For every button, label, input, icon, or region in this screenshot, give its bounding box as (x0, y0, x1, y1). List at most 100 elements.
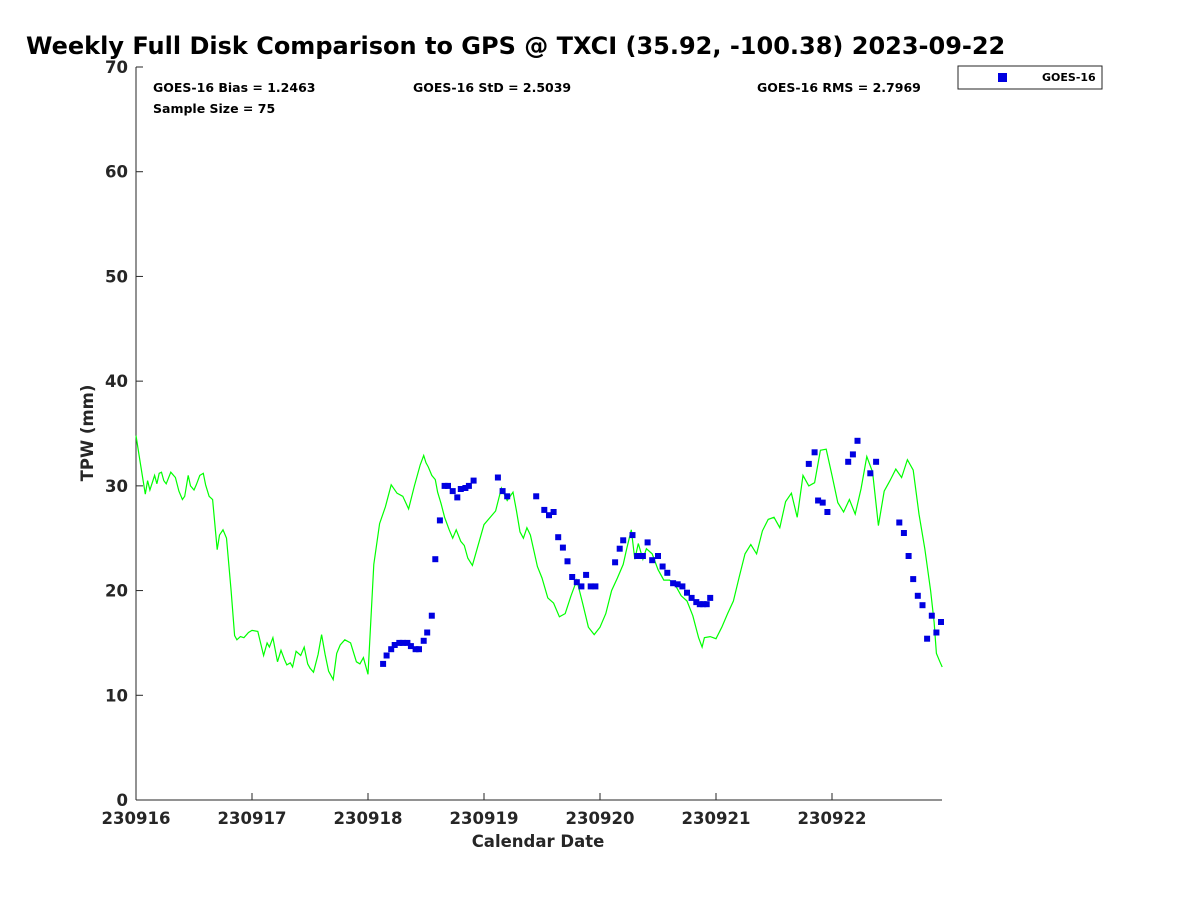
goes-16-point (616, 545, 623, 552)
y-tick-label: 50 (105, 267, 128, 286)
goes-16-point (564, 558, 571, 565)
goes-16-point (550, 509, 557, 515)
goes-16-point (533, 493, 540, 500)
goes-16-point (674, 581, 681, 588)
y-ticks: 0 10 20 30 40 50 60 70 (105, 58, 143, 810)
x-axis-label: Calendar Date (472, 832, 605, 851)
goes-16-point (416, 646, 422, 653)
x-tick-label: 230921 (682, 809, 751, 828)
goes-16-point (388, 646, 395, 653)
goes-16-point (707, 594, 714, 601)
goes-16-point (655, 553, 661, 559)
goes-16-point (815, 497, 822, 504)
goes-16-point (664, 569, 671, 576)
x-tick-label: 230917 (218, 809, 287, 828)
goes-16-point (578, 583, 585, 590)
goes-16-point (919, 602, 926, 609)
legend-label-goes-16: GOES-16 (1042, 71, 1096, 84)
goes-16-point (592, 583, 599, 590)
goes-16-point (504, 493, 511, 500)
goes-16-point (867, 470, 874, 477)
goes-16-point (432, 556, 439, 563)
sample-size-stat: Sample Size = 75 (153, 101, 275, 116)
x-tick-label: 230920 (566, 809, 635, 828)
goes-16-point (541, 506, 548, 513)
goes-16-point (900, 530, 907, 536)
goes-16-point (380, 660, 387, 667)
goes-16-point (659, 563, 666, 570)
goes-16-point (824, 509, 831, 515)
y-tick-label: 30 (105, 477, 128, 496)
y-tick-label: 40 (105, 372, 128, 391)
goes-16-point (933, 629, 940, 636)
goes-16-point (445, 482, 451, 489)
y-tick-label: 20 (105, 582, 128, 601)
goes-16-point (914, 592, 921, 599)
goes-16-point (396, 639, 403, 646)
x-tick-label: 230919 (450, 809, 519, 828)
goes-16-point (399, 639, 406, 646)
goes-16-point (688, 594, 695, 601)
goes-16-point (407, 643, 414, 650)
goes-16-point (412, 646, 419, 653)
goes-16-point (928, 612, 935, 619)
goes-16-point (703, 601, 710, 608)
goes-16-point (391, 642, 398, 648)
y-tick-label: 0 (117, 791, 128, 810)
x-tick-label: 230916 (102, 809, 171, 828)
goes-16-point (819, 499, 826, 506)
goes-16-point (559, 544, 566, 551)
goes-16-point (684, 589, 690, 596)
legend: GOES-16 (957, 65, 1103, 90)
goes-16-point (670, 580, 677, 587)
x-tick-label: 230918 (334, 809, 403, 828)
gps-series-line (135, 435, 943, 682)
goes-16-point (854, 437, 861, 444)
goes-16-point (449, 488, 456, 495)
goes-16-point (873, 458, 880, 465)
bias-stat: GOES-16 Bias = 1.2463 (153, 80, 315, 95)
goes-16-series (380, 437, 944, 667)
y-tick-label: 70 (105, 58, 128, 77)
goes-16-point (494, 474, 501, 481)
goes-16-point (428, 612, 435, 619)
x-tick-label: 230922 (798, 809, 867, 828)
goes-16-point (470, 477, 477, 484)
goes-16-point (383, 652, 390, 659)
goes-16-point (555, 534, 562, 541)
goes-16-point (569, 574, 576, 580)
goes-16-point (620, 537, 627, 544)
goes-16-point (441, 482, 448, 489)
axes (135, 67, 942, 801)
goes-16-point (546, 512, 552, 519)
goes-16-point (587, 583, 594, 590)
goes-16-point (644, 539, 651, 546)
goes-16-point (924, 635, 931, 642)
goes-16-point (938, 619, 944, 625)
goes-16-point (462, 485, 469, 491)
goes-16-point (634, 553, 641, 559)
legend-marker (998, 73, 1007, 82)
goes-16-point (499, 488, 506, 495)
goes-16-point (457, 486, 464, 492)
goes-16-point (649, 557, 656, 564)
x-ticks: 230916 230917 230918 230919 230920 230921 2309… (102, 793, 867, 828)
goes-16-point (811, 449, 818, 456)
goes-16-point (849, 451, 856, 458)
goes-16-point (583, 571, 590, 578)
goes-16-point (905, 553, 912, 559)
goes-16-point (404, 639, 411, 646)
goes-16-point (420, 637, 427, 644)
goes-16-point (696, 601, 703, 608)
rms-stat: GOES-16 RMS = 2.7969 (757, 80, 921, 95)
goes-16-point (896, 519, 903, 526)
goes-16-point (700, 601, 707, 608)
goes-16-point (805, 460, 812, 467)
goes-16-point (693, 599, 700, 606)
goes-16-point (436, 517, 443, 524)
y-axis-label: TPW (mm) (78, 385, 97, 482)
goes-16-point (424, 629, 431, 636)
legend-box (957, 65, 1103, 90)
goes-16-point (573, 579, 580, 586)
